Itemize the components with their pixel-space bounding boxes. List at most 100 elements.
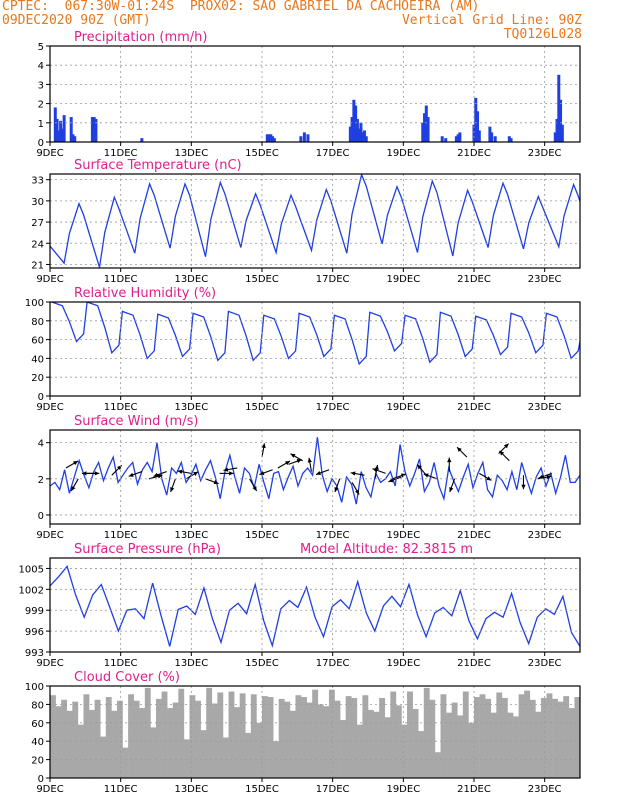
pressure-panel: Surface Pressure (hPa) Model Altitude: 82… [19, 542, 581, 669]
pressure-frame [49, 557, 581, 653]
cloud-xtick-label: 9DEC [36, 784, 63, 795]
wind-arrow-head [261, 443, 266, 449]
cloud-bar [379, 697, 386, 778]
cloud-bar [144, 687, 151, 778]
cloud-bar [195, 700, 201, 778]
precip-bar [423, 113, 427, 142]
wind-xtick-label: 21DEC [457, 530, 491, 541]
precip-ytick-label: 4 [38, 61, 44, 72]
precip-bar [62, 115, 66, 142]
rh-ytick-label: 40 [31, 354, 44, 365]
cloud-bar [496, 692, 503, 778]
cloud-bar [390, 691, 397, 778]
cloud-bar [211, 703, 218, 778]
wind-arrow-head [285, 460, 291, 466]
wind-frame [49, 429, 581, 525]
cloud-bar [518, 694, 525, 778]
precip-plot [53, 74, 564, 142]
wind-arrow-head [503, 443, 509, 449]
cloud-bar [340, 720, 346, 778]
cloud-bar [172, 702, 179, 778]
rh-xtick-label: 19DEC [386, 402, 420, 413]
temp-xtick-label: 11DEC [104, 274, 138, 285]
temp-line [50, 174, 580, 268]
pressure-xtick-label: 21DEC [457, 658, 491, 669]
temp-ytick-label: 30 [31, 197, 44, 208]
cloud-plot [50, 687, 580, 778]
cloud-bar [557, 701, 564, 778]
wind-line [50, 437, 580, 505]
precip-bar [559, 99, 563, 142]
cloud-bar [66, 710, 73, 778]
cloud-xtick-label: 23DEC [528, 784, 562, 795]
rh-xtick-label: 23DEC [528, 402, 562, 413]
wind-arrow-head [521, 484, 526, 490]
precip-bar [359, 122, 363, 142]
precip-bar [354, 105, 358, 142]
precip-bar [73, 136, 77, 142]
cloud-bar [139, 708, 146, 778]
wind-arrow-head [417, 464, 422, 470]
cloud-bar [178, 688, 185, 778]
cloud-bar [345, 696, 352, 778]
precip-bar [507, 136, 511, 142]
pressure-ytick-label: 999 [25, 606, 44, 617]
precip-xtick-label: 17DEC [316, 148, 350, 159]
pressure-xtick-label: 9DEC [36, 658, 63, 669]
station-line: CPTEC: 067:30W-01:24S PROX02: SAO GABRIE… [2, 0, 480, 14]
wind-arrow-head [307, 457, 312, 463]
cloud-bar [434, 752, 441, 778]
pressure-xtick-label: 15DEC [245, 658, 279, 669]
cloud-bar [401, 724, 408, 778]
cloud-bar [468, 722, 475, 778]
cloud-bar [563, 696, 570, 778]
precip-bar [267, 134, 271, 142]
cloud-bar [546, 693, 553, 778]
cloud-bar [89, 709, 95, 778]
precip-bar [424, 105, 428, 142]
cloud-bar [156, 698, 162, 778]
wind-arrow-head [170, 486, 175, 492]
precip-title: Precipitation (mm/h) [74, 30, 207, 45]
wind-arrow-head [315, 470, 321, 476]
rh-xtick-label: 21DEC [457, 402, 491, 413]
wind-arrow-head [73, 460, 79, 466]
cloud-ytick-label: 40 [31, 737, 44, 748]
pressure-ytick-label: 1002 [19, 585, 44, 596]
cloud-bar [278, 698, 285, 778]
cloud-bar [552, 698, 558, 778]
pressure-ytick-label: 1005 [19, 564, 44, 575]
wind-arrow-head [538, 474, 544, 479]
rh-ytick-label: 80 [31, 317, 44, 328]
wind-arrow-head [252, 485, 257, 491]
precip-panel: Precipitation (mm/h) 0 1 2 3 4 5 9DEC 11DEC 13DEC… [36, 30, 581, 159]
cloud-bar [167, 708, 174, 778]
cloud-bar [373, 711, 380, 778]
precip-bar [53, 107, 57, 142]
wind-arrow-head [334, 486, 339, 492]
cloud-ytick-label: 60 [31, 719, 44, 730]
pressure-line [50, 565, 580, 649]
pressure-title: Surface Pressure (hPa) [74, 542, 221, 557]
wind-arrow-head [354, 489, 360, 495]
cloud-bar [161, 691, 168, 778]
cloud-bar [200, 730, 207, 778]
precip-bar [454, 136, 458, 142]
precip-bar [94, 118, 98, 142]
precip-bar [92, 117, 96, 142]
cloud-bar [234, 707, 240, 778]
cloud-bar [507, 712, 514, 778]
temp-xtick-label: 9DEC [36, 274, 63, 285]
cloud-bar [262, 696, 268, 778]
cloud-bar [524, 690, 531, 778]
wind-xtick-label: 17DEC [316, 530, 350, 541]
precip-bar [444, 138, 448, 142]
precip-bar [476, 111, 480, 142]
wind-arrow-head [157, 474, 163, 479]
cloud-bar [356, 724, 363, 778]
cloud-bar [362, 695, 369, 778]
cloud-bar [368, 709, 374, 778]
rh-line [51, 302, 580, 366]
precip-bar [555, 118, 559, 142]
wind-arrow-head [153, 472, 159, 477]
